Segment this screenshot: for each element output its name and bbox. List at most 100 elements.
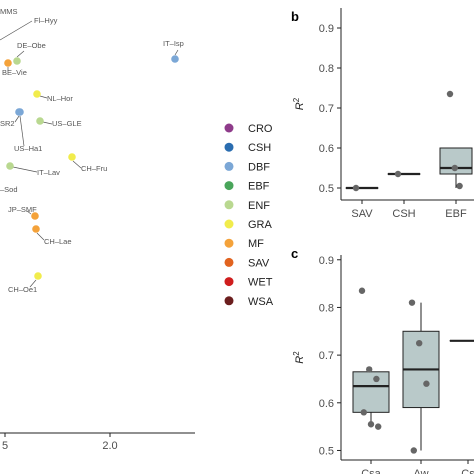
- data-point: [416, 339, 423, 347]
- legend-swatch: [224, 257, 234, 267]
- x-tick-label: Csa: [361, 468, 381, 474]
- point-label: CH–Oe1: [8, 285, 37, 294]
- point-label: CH–Lae: [44, 237, 72, 246]
- x-tick-label: SAV: [351, 208, 373, 220]
- legend-label: CSH: [248, 142, 271, 154]
- scatter-point: [33, 90, 41, 98]
- scatter-point: [32, 225, 40, 233]
- legend-label: DBF: [248, 161, 270, 173]
- leader-line: [19, 115, 25, 147]
- point-label: NL–Hor: [47, 94, 73, 103]
- legend-swatch: [224, 277, 234, 287]
- leader-line: [14, 115, 20, 123]
- data-point: [358, 287, 366, 294]
- legend: CRO CSH DBF EBF ENF GRA MF SAV WET WSA: [224, 123, 274, 308]
- x-tick-label: CSH: [392, 208, 415, 220]
- legend-label: SAV: [248, 257, 270, 269]
- panel-b-label: b: [291, 9, 299, 24]
- leader-line: [29, 279, 37, 288]
- point-label: JP–SMF: [8, 205, 37, 214]
- point-label: MMS: [0, 7, 18, 16]
- data-point: [367, 421, 375, 428]
- data-point: [446, 90, 454, 98]
- scatter-point: [36, 117, 44, 125]
- box: [352, 371, 390, 413]
- data-point: [352, 184, 360, 192]
- point-label: US–GLE: [52, 119, 82, 128]
- data-point: [410, 447, 417, 454]
- point-label: US–Ha1: [14, 144, 42, 153]
- panel-a-x-tick-label: 2.0: [102, 440, 117, 452]
- point-label: –Sod: [0, 185, 18, 194]
- scatter-point: [16, 108, 24, 116]
- panel-c: c 0.5 0.6 0.7 0.8 0.9 R2 Csa Aw Cs: [291, 246, 474, 474]
- leader-line: [72, 160, 82, 169]
- panel-a: 5 2.0 IT–Isp DE–Obe BE–Vie NL–Hor US–GLE SR2 U…: [0, 7, 195, 452]
- legend-swatch: [224, 200, 234, 210]
- point-label: CH–Fru: [81, 164, 107, 173]
- y-tick-label: 0.9: [319, 255, 334, 267]
- data-point: [408, 299, 416, 306]
- y-tick-label: 0.9: [319, 23, 334, 35]
- point-label: BE–Vie: [2, 68, 27, 77]
- y-tick-label: 0.5: [319, 445, 334, 457]
- y-tick-label: 0.6: [319, 143, 334, 155]
- y-tick-label: 0.8: [319, 63, 334, 75]
- scatter-point: [68, 153, 76, 161]
- point-label: DE–Obe: [17, 41, 46, 50]
- legend-label: MF: [248, 238, 264, 250]
- legend-swatch: [224, 181, 234, 191]
- scatter-point: [171, 55, 179, 63]
- data-point: [451, 164, 458, 172]
- legend-swatch: [224, 238, 234, 248]
- leader-line: [174, 49, 179, 56]
- data-point: [394, 170, 402, 178]
- y-tick-label: 0.8: [319, 302, 334, 314]
- leader-line: [42, 121, 53, 125]
- legend-swatch: [224, 161, 234, 171]
- leader-line: [39, 95, 48, 99]
- y-tick-label: 0.6: [319, 398, 334, 410]
- legend-label: WET: [248, 277, 273, 289]
- leader-line: [16, 50, 25, 58]
- leader-line: [26, 210, 32, 215]
- panel-c-label: c: [291, 246, 298, 261]
- scatter-point: [31, 212, 39, 220]
- x-tick-label: EBF: [445, 208, 467, 220]
- data-point: [373, 375, 380, 383]
- y-tick-label: 0.5: [319, 183, 334, 195]
- legend-swatch: [224, 142, 234, 152]
- legend-label: CRO: [248, 123, 273, 135]
- panel-b: b 0.5 0.6 0.7 0.8 0.9 R2 SAV CSH EBF: [291, 8, 474, 220]
- data-point: [360, 409, 367, 416]
- y-axis-title: R2: [292, 351, 306, 364]
- leader-line: [12, 166, 38, 173]
- legend-swatch: [224, 123, 234, 133]
- scatter-point: [4, 59, 12, 67]
- legend-label: EBF: [248, 181, 270, 193]
- leader-line: [0, 20, 33, 41]
- y-tick-label: 0.7: [319, 103, 334, 115]
- scatter-point: [13, 57, 21, 65]
- legend-label: GRA: [248, 219, 273, 231]
- x-tick-label: Cs: [461, 468, 474, 474]
- data-point: [375, 423, 382, 430]
- data-point: [456, 182, 463, 190]
- point-label: Fl–Hyy: [34, 16, 58, 25]
- data-point: [423, 380, 430, 387]
- y-axis-title: R2: [292, 97, 306, 110]
- scatter-point: [34, 272, 42, 280]
- legend-label: ENF: [248, 200, 270, 212]
- y-tick-label: 0.7: [319, 350, 334, 362]
- leader-line: [36, 232, 45, 241]
- point-label: IT–Lav: [37, 168, 60, 177]
- x-tick-label: Aw: [413, 468, 428, 474]
- point-label: SR2: [0, 119, 15, 128]
- legend-swatch: [224, 296, 234, 306]
- legend-label: WSA: [248, 296, 274, 308]
- legend-swatch: [224, 219, 234, 229]
- panel-a-x-tick-label: 5: [2, 440, 8, 452]
- point-label: IT–Isp: [163, 39, 184, 48]
- scatter-point: [6, 162, 14, 170]
